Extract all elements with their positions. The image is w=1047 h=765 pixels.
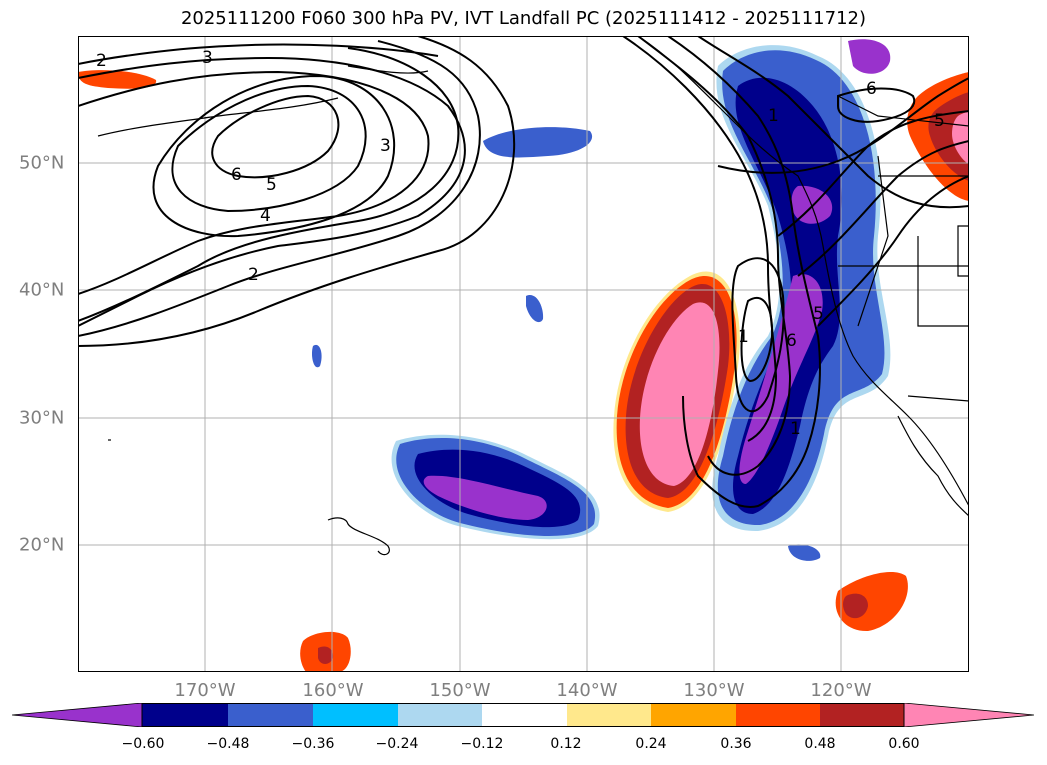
colorbar-segment bbox=[482, 703, 567, 727]
contour-label: 1 bbox=[790, 419, 801, 439]
colorbar-tick: 0.12 bbox=[550, 736, 582, 752]
contour-label: 3 bbox=[202, 48, 213, 68]
lat-label: 30°N bbox=[19, 407, 65, 429]
contour-label: 6 bbox=[866, 79, 877, 99]
colorbar-segment bbox=[567, 703, 651, 727]
colorbar-segment bbox=[736, 703, 820, 727]
negative-anomaly-gulf bbox=[483, 127, 593, 158]
positive-anomaly-northeast bbox=[907, 72, 969, 201]
positive-anomaly-south bbox=[300, 631, 351, 672]
colorbar-extend-min bbox=[12, 703, 143, 727]
colorbar-tick: 0.60 bbox=[888, 736, 920, 752]
colorbar-extend-max bbox=[903, 703, 1034, 727]
contour-label: 3 bbox=[380, 136, 391, 156]
colorbar-segment bbox=[142, 703, 228, 727]
colorbar-tick: 0.36 bbox=[720, 736, 752, 752]
colorbar-segment bbox=[820, 703, 904, 727]
contour-label: 6 bbox=[786, 331, 797, 351]
lon-label: 140°W bbox=[556, 680, 618, 701]
colorbar-segment bbox=[313, 703, 398, 727]
negative-anomaly-small-2 bbox=[311, 344, 322, 368]
lat-label: 20°N bbox=[19, 534, 65, 556]
contour-label: 4 bbox=[260, 206, 271, 226]
negative-anomaly-central-pacific bbox=[391, 434, 600, 540]
lon-label: 120°W bbox=[810, 680, 872, 701]
colorbar-tick: −0.12 bbox=[460, 736, 504, 752]
gridlines bbox=[78, 36, 969, 672]
map-title: 2025111200 F060 300 hPa PV, IVT Landfall… bbox=[180, 8, 867, 29]
colorbar-tick: −0.60 bbox=[121, 736, 165, 752]
colorbar bbox=[12, 703, 1034, 727]
colorbar-tick: −0.48 bbox=[206, 736, 250, 752]
positive-anomaly-west-coast bbox=[613, 271, 740, 512]
lat-label: 50°N bbox=[19, 152, 65, 174]
contour-label: 2 bbox=[96, 51, 107, 71]
positive-anomaly-southeast bbox=[835, 571, 908, 632]
lon-label: 170°W bbox=[174, 680, 236, 701]
contour-label: 5 bbox=[934, 111, 945, 131]
colorbar-segment bbox=[228, 703, 313, 727]
contour-label: 1 bbox=[768, 106, 779, 126]
colorbar-tick: −0.24 bbox=[375, 736, 419, 752]
negative-anomaly-small-1 bbox=[526, 295, 544, 323]
coastlines bbox=[97, 36, 969, 556]
contour-label: 5 bbox=[266, 175, 277, 195]
lon-label: 160°W bbox=[302, 680, 364, 701]
pv-contours bbox=[78, 36, 969, 508]
colorbar-tick: −0.36 bbox=[291, 736, 335, 752]
contour-label: 5 bbox=[813, 304, 824, 324]
lat-label: 40°N bbox=[19, 279, 65, 301]
contour-label: 6 bbox=[231, 165, 242, 185]
lon-label: 130°W bbox=[683, 680, 745, 701]
contour-label: 1 bbox=[738, 327, 749, 347]
colorbar-tick: 0.24 bbox=[635, 736, 667, 752]
contour-label: 2 bbox=[248, 265, 259, 285]
negative-anomaly-small-3 bbox=[788, 544, 821, 561]
lon-label: 150°W bbox=[429, 680, 491, 701]
colorbar-segment bbox=[651, 703, 736, 727]
colorbar-segment bbox=[398, 703, 482, 727]
contour-labels: 2 3 6 5 4 3 2 1 6 5 1 6 5 1 bbox=[96, 48, 945, 439]
map-panel: 2 3 6 5 4 3 2 1 6 5 1 6 5 1 bbox=[78, 36, 969, 672]
colorbar-tick: 0.48 bbox=[804, 736, 836, 752]
